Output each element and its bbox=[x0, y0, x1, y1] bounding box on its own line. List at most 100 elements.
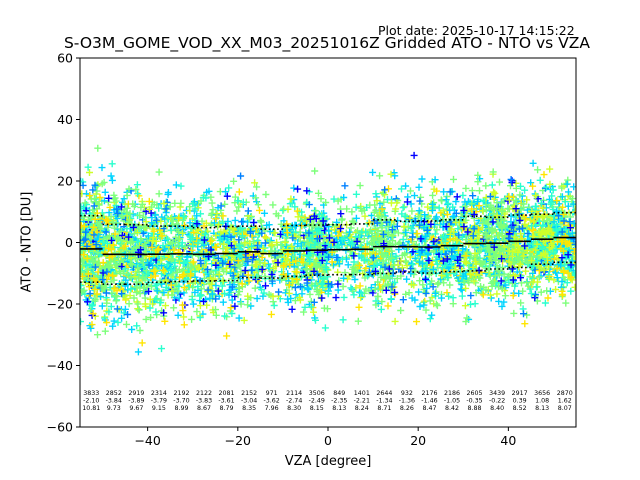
scatter-marker-group bbox=[212, 202, 241, 303]
scatter-marker-group bbox=[145, 209, 168, 317]
scatter-marker-group bbox=[505, 177, 529, 284]
x-tick-label: 40 bbox=[500, 433, 516, 448]
bin-count-label: 1401 bbox=[354, 390, 370, 397]
bin-mean-label: -0.35 bbox=[466, 398, 482, 405]
x-axis: −40 −20 0 20 40 bbox=[134, 427, 516, 448]
bin-mean-label: -3.04 bbox=[241, 398, 257, 405]
bin-mean-label: 1.08 bbox=[535, 398, 549, 405]
bin-std-label: 8.26 bbox=[400, 405, 414, 412]
y-tick-label: −40 bbox=[47, 358, 73, 373]
bin-count-label: 3439 bbox=[489, 390, 505, 397]
scatter-marker-group bbox=[489, 197, 512, 285]
bin-mean-label: -3.84 bbox=[106, 398, 122, 405]
bin-std-label: 8.79 bbox=[220, 405, 234, 412]
bin-count-label: 2605 bbox=[467, 390, 483, 397]
scatter-marker-group bbox=[467, 192, 478, 300]
bin-count-label: 3506 bbox=[309, 390, 325, 397]
bin-mean-label: -1.05 bbox=[444, 398, 460, 405]
bin-std-label: 9.67 bbox=[129, 405, 143, 412]
bin-std-label: 8.13 bbox=[535, 405, 549, 412]
x-tick-label: −20 bbox=[225, 433, 251, 448]
bin-std-label: 8.24 bbox=[355, 405, 369, 412]
y-tick-label: 0 bbox=[65, 235, 73, 250]
bin-std-label: 8.13 bbox=[332, 405, 346, 412]
scatter-marker-group bbox=[258, 230, 285, 290]
scatter-marker-group bbox=[326, 210, 345, 302]
y-axis-label: ATO - NTO [DU] bbox=[19, 191, 35, 293]
chart-title: S-O3M_GOME_VOD_XX_M03_20251016Z Gridded … bbox=[63, 34, 591, 52]
bin-mean-label: -3.62 bbox=[263, 398, 279, 405]
scatter-marker-group bbox=[99, 178, 129, 335]
scatter-marker-group bbox=[506, 176, 532, 318]
bin-count-label: 2192 bbox=[173, 390, 189, 397]
bin-count-label: 971 bbox=[266, 390, 278, 397]
scatter-marker-group bbox=[415, 175, 445, 319]
plot-date: Plot date: 2025-10-17 14:15:22 bbox=[378, 23, 575, 38]
scatter-marker-group bbox=[258, 229, 283, 296]
bin-mean-label: -2.74 bbox=[286, 398, 302, 405]
scatter-marker-group bbox=[369, 186, 397, 291]
bin-mean-label: -2.21 bbox=[354, 398, 370, 405]
bin-mean-label: -0.22 bbox=[489, 398, 505, 405]
y-tick-label: 20 bbox=[57, 174, 73, 189]
scatter-marker-group bbox=[482, 168, 512, 300]
bin-count-label: 2852 bbox=[106, 390, 122, 397]
x-tick-label: −40 bbox=[134, 433, 160, 448]
bin-count-label: 2114 bbox=[286, 390, 302, 397]
bin-count-label: 932 bbox=[401, 390, 413, 397]
bin-std-label: 8.15 bbox=[310, 405, 324, 412]
bin-mean-label: 1.62 bbox=[558, 398, 572, 405]
bin-mean-label: -1.36 bbox=[399, 398, 415, 405]
scatter-marker-group bbox=[528, 165, 557, 286]
scatter-marker-group bbox=[324, 195, 353, 324]
bin-mean-label: -2.35 bbox=[331, 398, 347, 405]
scatter-marker-group bbox=[235, 172, 262, 280]
bin-mean-label: -3.83 bbox=[196, 398, 212, 405]
y-tick-label: −60 bbox=[47, 420, 73, 435]
bin-mean-label: -2.10 bbox=[83, 398, 99, 405]
bin-mean-label: -3.89 bbox=[128, 398, 144, 405]
bin-count-label: 3656 bbox=[534, 390, 550, 397]
x-tick-label: 20 bbox=[410, 433, 426, 448]
bin-mean-label: 0.39 bbox=[513, 398, 527, 405]
scatter-marker-group bbox=[324, 182, 349, 289]
scatter-marker-group bbox=[372, 240, 399, 296]
bin-std-label: 10.81 bbox=[82, 405, 100, 412]
bin-mean-label: -3.79 bbox=[151, 398, 167, 405]
bin-std-label: 8.47 bbox=[422, 405, 436, 412]
scatter-points bbox=[80, 144, 576, 356]
bin-std-label: 8.07 bbox=[558, 405, 572, 412]
bin-count-label: 2081 bbox=[219, 390, 235, 397]
scatter-marker-group bbox=[350, 238, 377, 297]
bin-std-label: 8.30 bbox=[287, 405, 301, 412]
bin-mean-label: -2.49 bbox=[309, 398, 325, 405]
bin-count-label: 2870 bbox=[557, 390, 573, 397]
scatter-marker-group bbox=[193, 220, 215, 305]
bin-count-label: 2122 bbox=[196, 390, 212, 397]
y-tick-label: 60 bbox=[57, 51, 73, 66]
y-tick-label: 40 bbox=[57, 112, 73, 127]
x-tick-label: 0 bbox=[324, 433, 332, 448]
x-axis-label: VZA [degree] bbox=[284, 454, 372, 469]
scatter-marker-group bbox=[439, 193, 464, 270]
bin-std-label: 8.67 bbox=[197, 405, 211, 412]
scatter-marker-group bbox=[407, 230, 422, 326]
stat-lines bbox=[80, 211, 576, 286]
bin-count-label: 3833 bbox=[83, 390, 99, 397]
bin-std-label: 7.96 bbox=[265, 405, 279, 412]
bin-mean-label: -3.70 bbox=[173, 398, 189, 405]
bin-mean-label: -1.34 bbox=[376, 398, 392, 405]
scatter-marker-group bbox=[99, 205, 128, 313]
bin-std-label: 8.40 bbox=[490, 405, 504, 412]
bin-mean-label: -1.46 bbox=[421, 398, 437, 405]
scatter-marker-group bbox=[442, 188, 463, 258]
bin-std-label: 8.71 bbox=[377, 405, 391, 412]
bin-count-label: 2919 bbox=[128, 390, 144, 397]
bin-std-label: 9.15 bbox=[152, 405, 166, 412]
bin-count-label: 849 bbox=[333, 390, 345, 397]
bin-count-label: 2152 bbox=[241, 390, 257, 397]
bin-std-label: 8.35 bbox=[242, 405, 256, 412]
scatter-marker-group bbox=[288, 185, 308, 313]
